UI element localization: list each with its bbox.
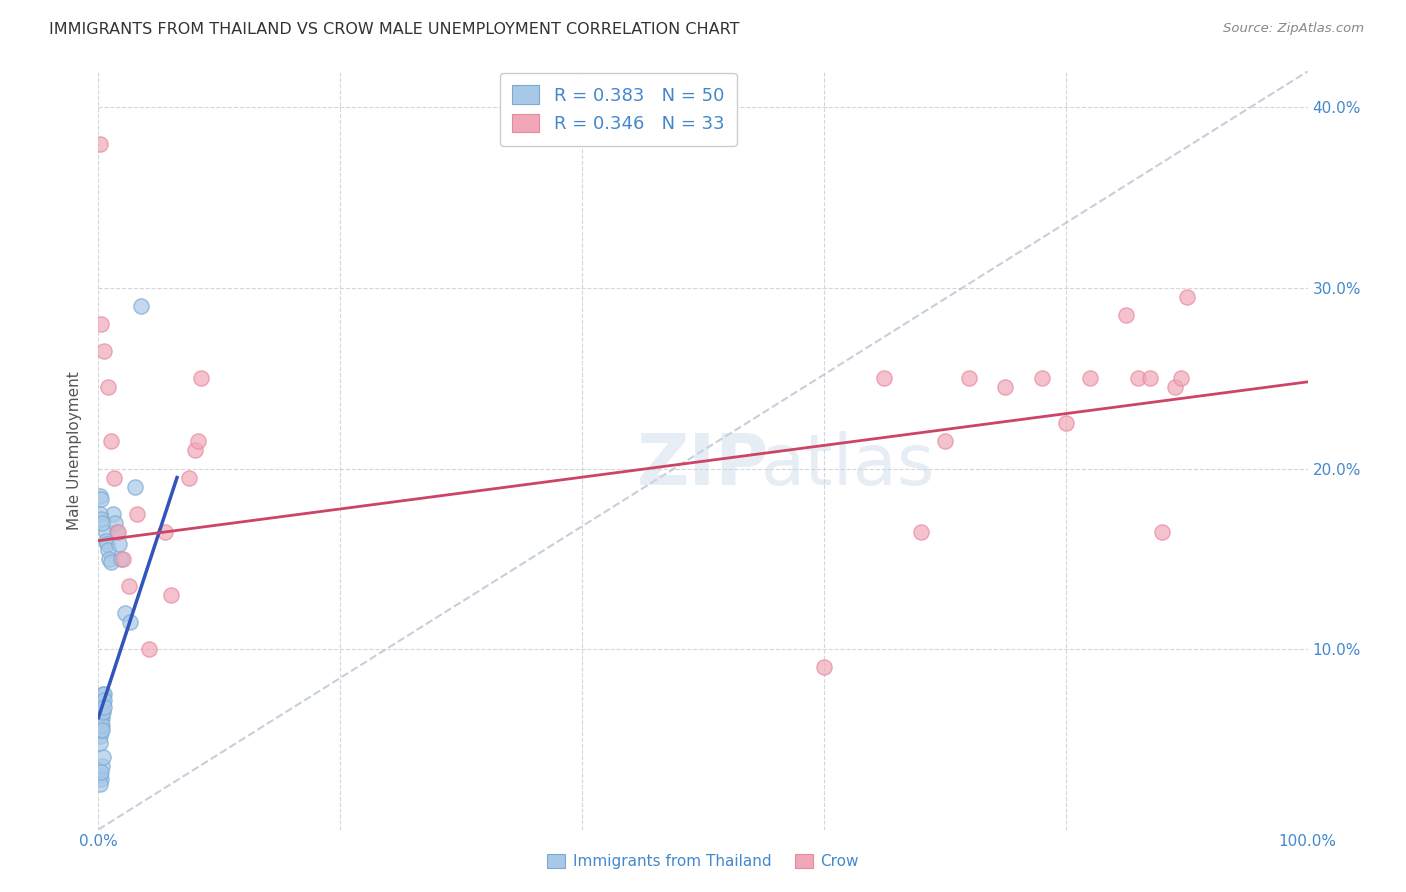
Point: [160, 588, 183, 602]
Point: [104, 516, 127, 530]
Point: [1078, 371, 1101, 385]
Point: [118, 615, 141, 629]
Point: [100, 434, 122, 449]
Point: [91, 687, 114, 701]
Point: [97, 380, 120, 394]
Point: [91, 516, 114, 530]
Point: [89, 729, 111, 743]
Point: [91, 723, 114, 738]
Point: [90, 711, 112, 725]
Point: [89, 777, 111, 791]
Point: [107, 524, 129, 539]
Text: IMMIGRANTS FROM THAILAND VS CROW MALE UNEMPLOYMENT CORRELATION CHART: IMMIGRANTS FROM THAILAND VS CROW MALE UN…: [49, 22, 740, 37]
Point: [91, 750, 114, 764]
Point: [105, 524, 128, 539]
Point: [103, 470, 125, 484]
Point: [89, 507, 111, 521]
Point: [89, 768, 111, 782]
Point: [91, 696, 114, 710]
Point: [1152, 524, 1174, 539]
Point: [91, 696, 114, 710]
Point: [91, 711, 114, 725]
Point: [1139, 371, 1161, 385]
Point: [153, 524, 176, 539]
Point: [90, 705, 112, 719]
Point: [114, 606, 136, 620]
Point: [179, 470, 201, 484]
Text: atlas: atlas: [761, 431, 935, 500]
Point: [129, 299, 152, 313]
Text: ZIP: ZIP: [637, 431, 769, 500]
Point: [100, 555, 122, 569]
Point: [90, 772, 112, 786]
Point: [90, 492, 112, 507]
Legend: Immigrants from Thailand, Crow: Immigrants from Thailand, Crow: [541, 848, 865, 875]
Point: [127, 507, 149, 521]
Point: [91, 718, 114, 732]
Point: [90, 699, 112, 714]
Point: [184, 443, 207, 458]
Point: [89, 736, 111, 750]
Point: [118, 579, 141, 593]
Y-axis label: Male Unemployment: Male Unemployment: [67, 371, 83, 530]
Point: [190, 371, 212, 385]
Point: [108, 537, 131, 551]
Point: [93, 687, 115, 701]
Point: [94, 524, 117, 539]
Point: [1054, 417, 1077, 431]
Point: [90, 714, 112, 729]
Point: [1115, 308, 1137, 322]
Text: Source: ZipAtlas.com: Source: ZipAtlas.com: [1223, 22, 1364, 36]
Point: [813, 660, 835, 674]
Point: [97, 542, 120, 557]
Point: [187, 434, 209, 449]
Point: [910, 524, 932, 539]
Point: [89, 705, 111, 719]
Point: [1163, 380, 1185, 394]
Point: [90, 317, 112, 331]
Point: [110, 551, 132, 566]
Point: [1175, 290, 1198, 304]
Point: [89, 711, 111, 725]
Point: [873, 371, 896, 385]
Point: [994, 380, 1017, 394]
Point: [89, 136, 111, 151]
Point: [1128, 371, 1150, 385]
Point: [91, 705, 114, 719]
Point: [1170, 371, 1192, 385]
Point: [93, 344, 115, 359]
Point: [91, 705, 114, 719]
Point: [89, 723, 111, 738]
Point: [89, 714, 111, 729]
Point: [111, 551, 134, 566]
Legend: R = 0.383   N = 50, R = 0.346   N = 33: R = 0.383 N = 50, R = 0.346 N = 33: [499, 73, 737, 145]
Point: [124, 479, 146, 493]
Point: [89, 489, 111, 503]
Point: [94, 533, 117, 548]
Point: [90, 512, 112, 526]
Point: [91, 759, 114, 773]
Point: [89, 718, 111, 732]
Point: [90, 764, 112, 779]
Point: [934, 434, 956, 449]
Point: [93, 692, 115, 706]
Point: [101, 507, 124, 521]
Point: [98, 551, 121, 566]
Point: [93, 699, 115, 714]
Point: [138, 642, 160, 657]
Point: [1031, 371, 1053, 385]
Point: [957, 371, 980, 385]
Point: [90, 718, 112, 732]
Point: [96, 537, 118, 551]
Point: [90, 723, 112, 738]
